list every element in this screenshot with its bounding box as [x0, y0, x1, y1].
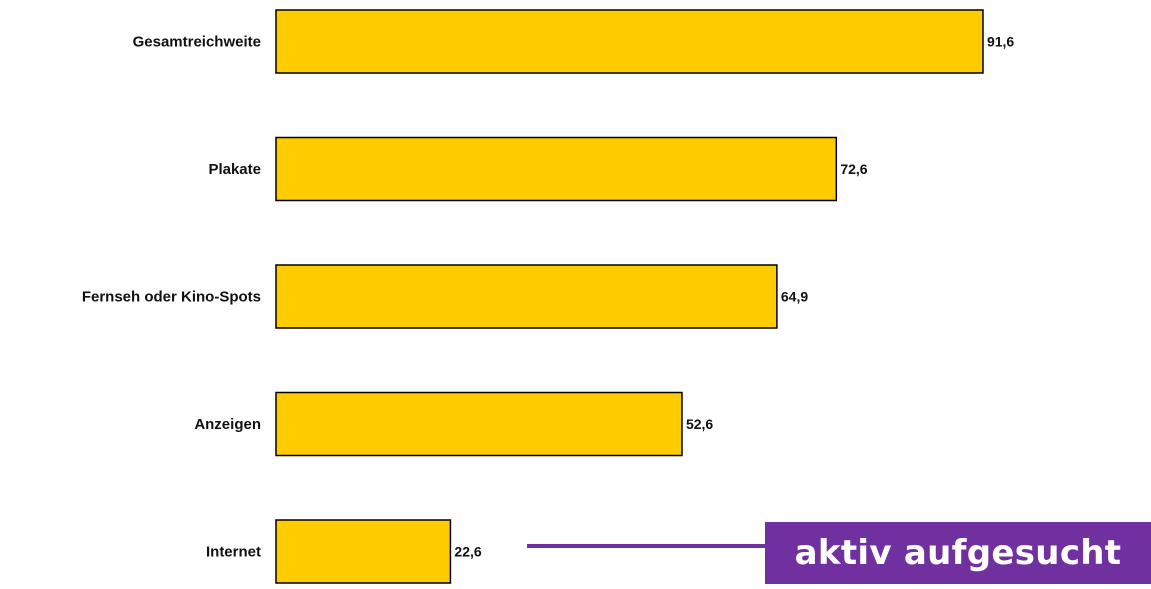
category-label-plakate: Plakate	[208, 161, 261, 178]
category-label-gesamtreichweite: Gesamtreichweite	[133, 34, 261, 51]
value-label-plakate: 72,6	[840, 161, 867, 177]
bar-fernseh-oder-kino-spots	[275, 264, 778, 329]
value-label-internet: 22,6	[454, 544, 481, 560]
bars-layer	[275, 9, 984, 584]
category-label-internet: Internet	[206, 544, 261, 561]
annotation-callout-text: aktiv aufgesucht	[794, 533, 1122, 573]
category-label-fernseh-oder-kino-spots: Fernseh oder Kino-Spots	[82, 289, 261, 306]
bar-internet	[275, 519, 452, 584]
labels-layer: Gesamtreichweite 91,6 Plakate 72,6 Fernseh o…	[82, 34, 1015, 561]
bar-anzeigen	[275, 391, 683, 457]
value-label-anzeigen: 52,6	[686, 416, 713, 432]
bar-gesamtreichweite	[275, 9, 984, 74]
value-label-fernseh-oder-kino-spots: 64,9	[781, 289, 808, 305]
category-label-anzeigen: Anzeigen	[194, 416, 261, 433]
bar-plakate	[275, 136, 838, 202]
value-label-gesamtreichweite: 91,6	[987, 34, 1014, 50]
annotation-callout: aktiv aufgesucht	[765, 522, 1151, 584]
